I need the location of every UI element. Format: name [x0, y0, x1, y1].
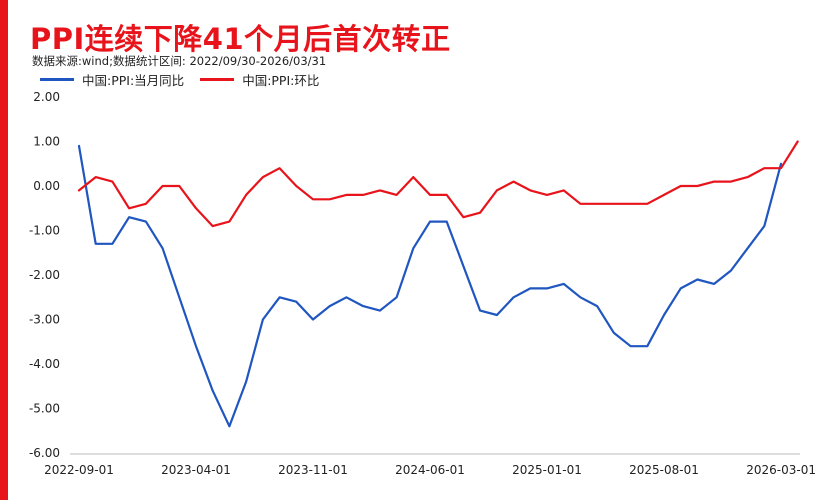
y-tick-label: -3.00 [29, 313, 60, 327]
x-tick-label: 2026-03-01 [746, 463, 816, 477]
x-tick-label: 2023-11-01 [278, 463, 348, 477]
x-tick-label: 2022-09-01 [44, 463, 114, 477]
y-tick-label: -4.00 [29, 357, 60, 371]
x-tick-label: 2025-08-01 [629, 463, 699, 477]
series-line-yoy [77, 144, 783, 428]
legend-label-mom: 中国:PPI:环比 [242, 72, 320, 88]
y-tick-label: 2.00 [33, 90, 60, 104]
x-tick-label: 2025-01-01 [512, 463, 582, 477]
y-tick-label: 1.00 [33, 135, 60, 149]
legend-item-mom: 中国:PPI:环比 [200, 70, 319, 89]
y-tick-label: -1.00 [29, 224, 60, 238]
legend-label-yoy: 中国:PPI:当月同比 [82, 72, 185, 88]
x-tick-label: 2024-06-01 [395, 463, 465, 477]
legend-item-yoy: 中国:PPI:当月同比 [40, 70, 184, 89]
accent-bar [0, 0, 8, 500]
y-tick-label: -6.00 [29, 446, 60, 460]
y-tick-label: 0.00 [33, 179, 60, 193]
y-tick-label: -2.00 [29, 268, 60, 282]
legend-swatch-mom [200, 77, 235, 81]
x-tick-label: 2023-04-01 [161, 463, 231, 477]
page-title: PPI连续下降41个月后首次转正 [30, 22, 451, 56]
series-line-mom [77, 140, 799, 228]
y-tick-label: -5.00 [29, 402, 60, 416]
chart-legend: 中国:PPI:当月同比 中国:PPI:环比 [40, 70, 335, 89]
legend-swatch-yoy [40, 77, 74, 81]
page-subtitle: 数据来源:wind;数据统计区间: 2022/09/30-2026/03/31 [32, 54, 327, 68]
